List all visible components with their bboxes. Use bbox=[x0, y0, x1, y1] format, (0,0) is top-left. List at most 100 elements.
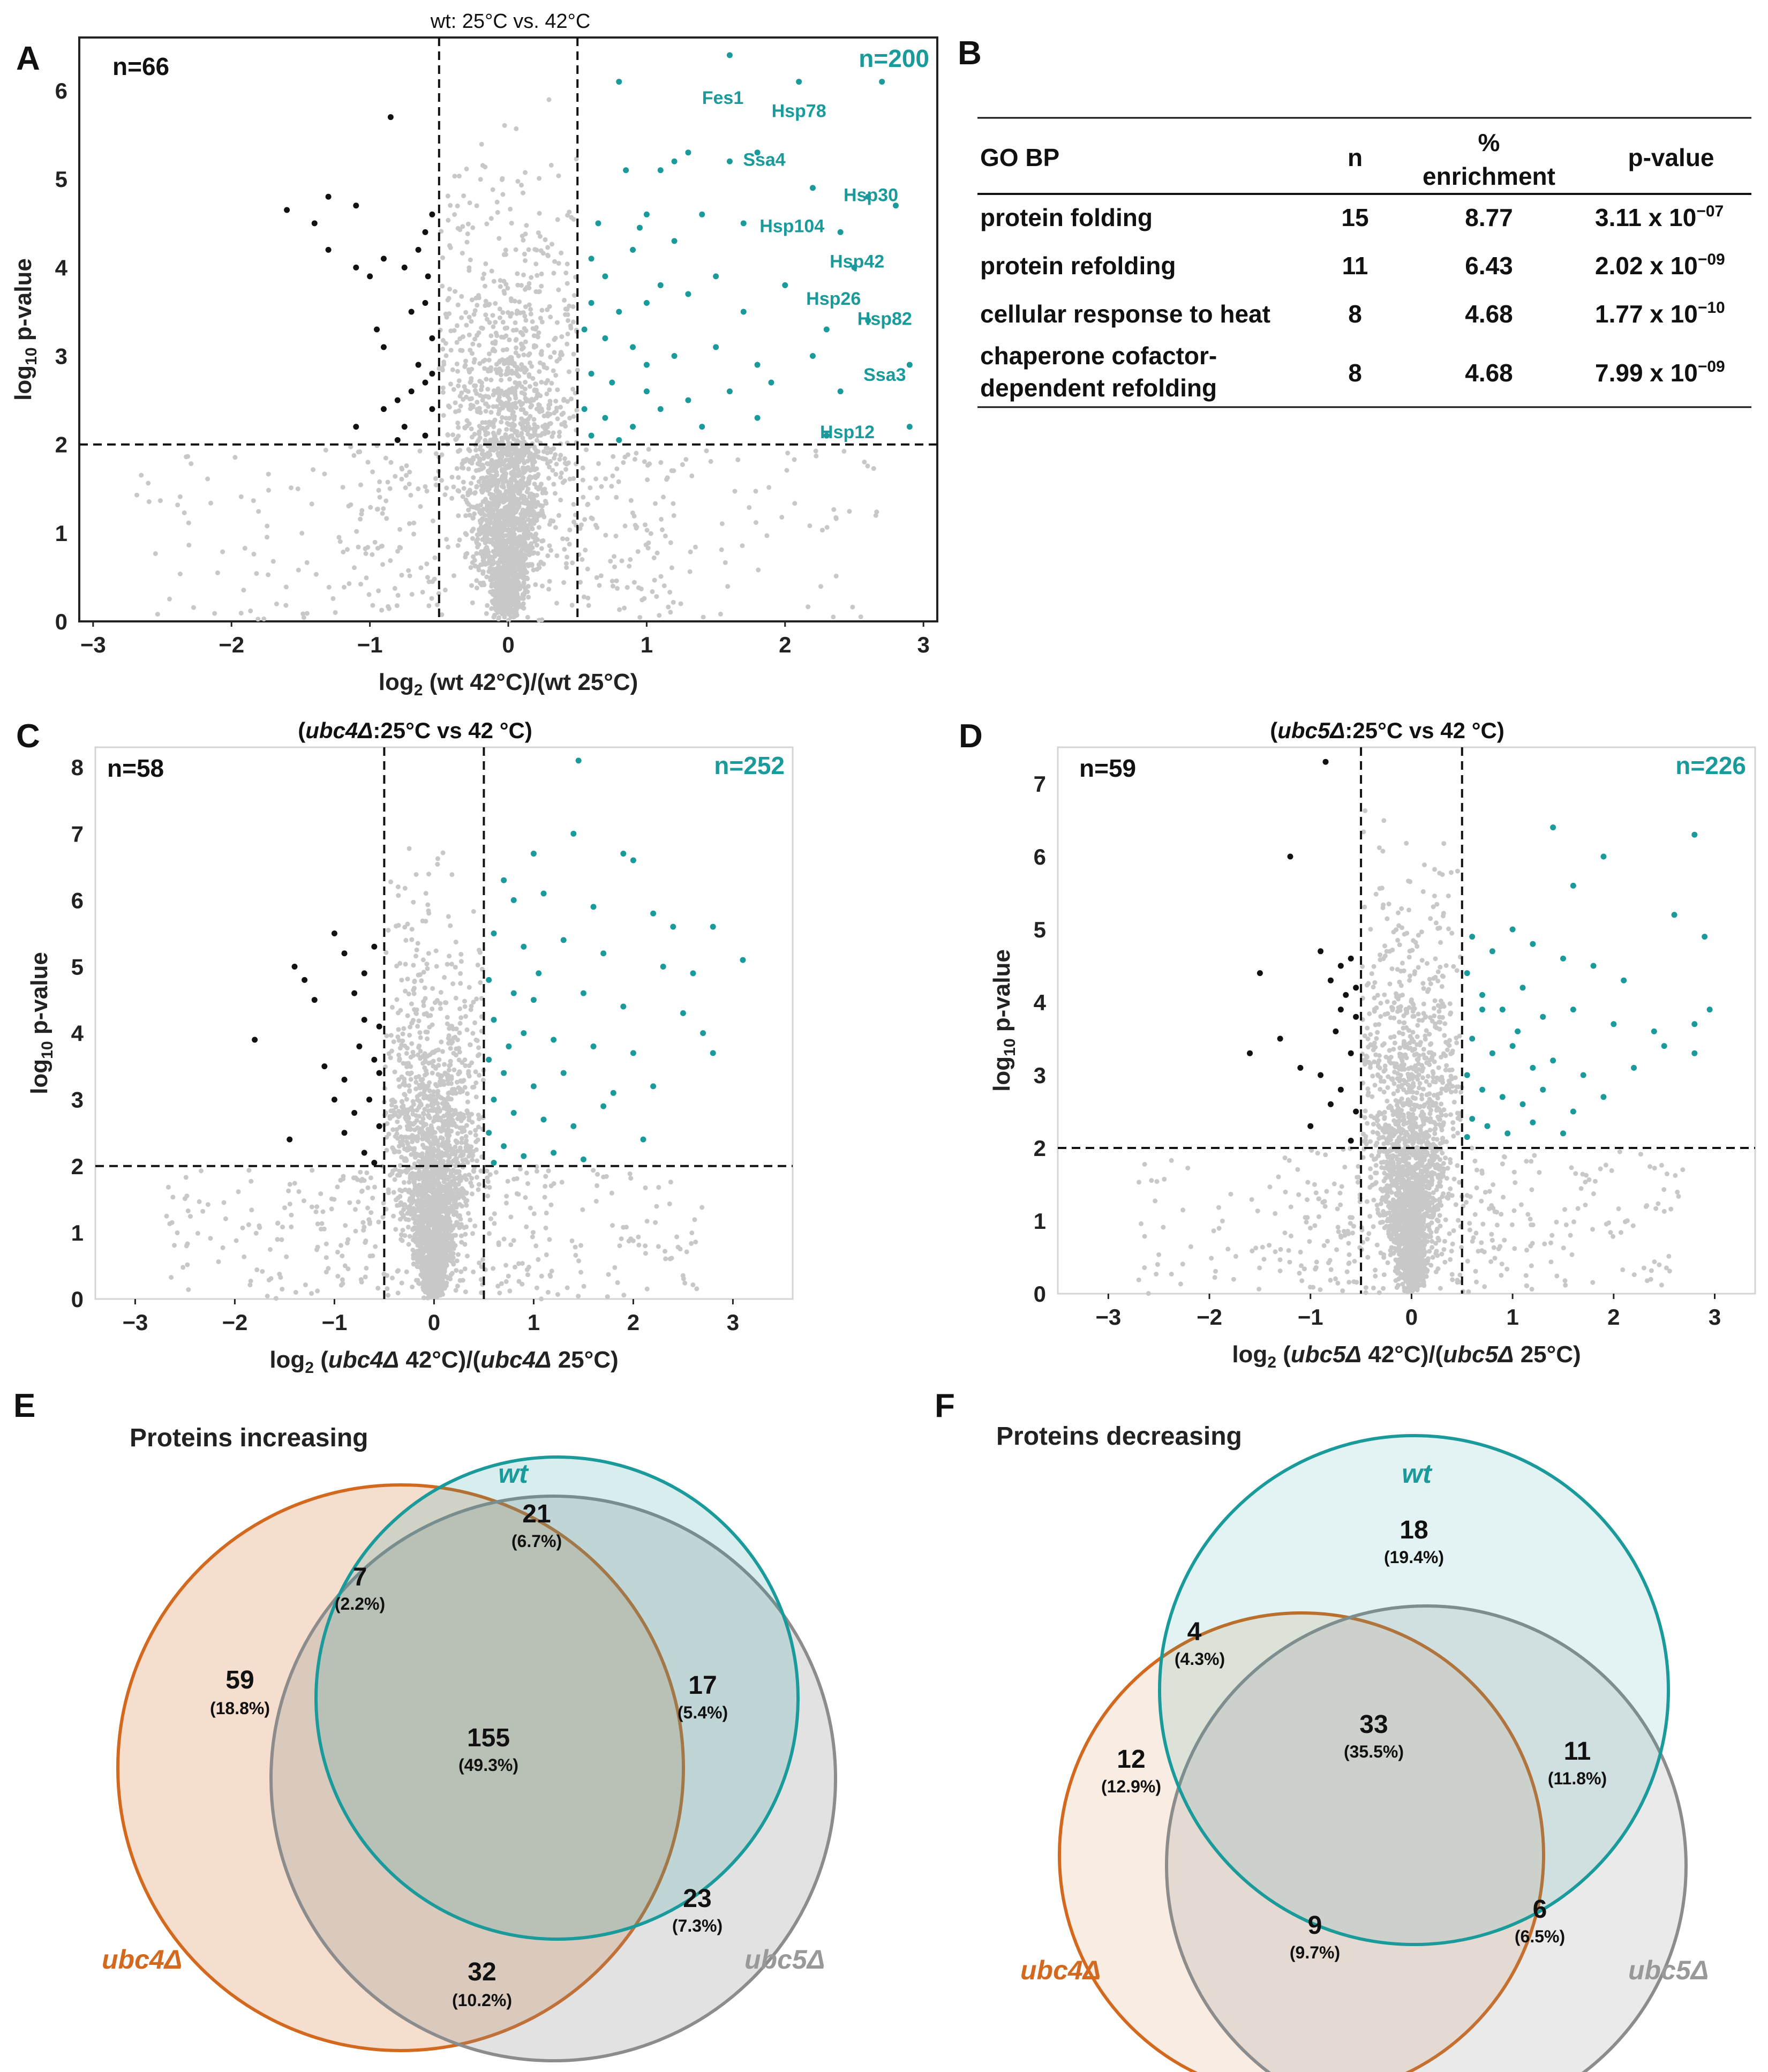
data-point-grey bbox=[514, 405, 519, 410]
data-point-grey bbox=[177, 494, 183, 499]
data-point-grey bbox=[523, 318, 529, 323]
data-point-grey bbox=[598, 573, 604, 579]
data-point-grey bbox=[475, 963, 480, 967]
data-point-grey bbox=[499, 378, 504, 382]
data-point-grey bbox=[559, 422, 565, 427]
data-point-grey bbox=[522, 540, 528, 545]
data-point-grey bbox=[548, 162, 554, 168]
data-point-grey bbox=[274, 602, 279, 606]
data-point-grey bbox=[528, 311, 533, 317]
data-point-grey bbox=[365, 1185, 371, 1190]
data-point-grey bbox=[571, 502, 576, 507]
data-point-grey bbox=[440, 1292, 445, 1297]
data-point-grey bbox=[533, 289, 539, 294]
data-point-grey bbox=[379, 607, 385, 613]
data-point-grey bbox=[435, 856, 440, 861]
data-point-grey bbox=[517, 555, 523, 560]
data-point-grey bbox=[667, 590, 673, 595]
data-point-grey bbox=[498, 278, 503, 283]
data-point-grey bbox=[467, 985, 472, 990]
data-point-grey bbox=[418, 504, 423, 509]
data-point-grey bbox=[363, 551, 368, 556]
data-point-grey bbox=[534, 247, 539, 253]
data-point-grey bbox=[402, 1202, 407, 1207]
data-point-grey bbox=[411, 520, 417, 525]
data-point-grey bbox=[434, 964, 439, 969]
data-point-grey bbox=[473, 1094, 479, 1100]
data-point-grey bbox=[462, 1004, 468, 1009]
data-point-up bbox=[754, 362, 761, 368]
data-point-grey bbox=[427, 1052, 433, 1057]
data-point-grey bbox=[522, 392, 527, 397]
data-point-grey bbox=[330, 596, 336, 601]
data-point-grey bbox=[425, 1036, 430, 1041]
data-point-grey bbox=[474, 203, 479, 208]
data-point-grey bbox=[423, 1265, 428, 1270]
data-point-grey bbox=[512, 607, 517, 612]
data-point-grey bbox=[495, 574, 500, 579]
data-point-grey bbox=[304, 560, 310, 565]
data-point-up bbox=[630, 424, 636, 430]
data-point-grey bbox=[417, 1030, 423, 1035]
data-point-grey bbox=[507, 377, 512, 382]
data-point-grey bbox=[555, 217, 560, 222]
data-point-up bbox=[823, 326, 830, 333]
data-point-grey bbox=[464, 1224, 469, 1229]
data-point-grey bbox=[438, 1220, 442, 1225]
data-point-grey bbox=[526, 551, 531, 556]
data-point-grey bbox=[491, 1266, 496, 1271]
data-point-grey bbox=[539, 380, 544, 385]
data-point-grey bbox=[807, 523, 812, 528]
data-point-grey bbox=[435, 1088, 441, 1094]
data-point-grey bbox=[563, 467, 568, 472]
data-point-grey bbox=[379, 543, 385, 549]
data-point-grey bbox=[493, 534, 499, 539]
data-point-grey bbox=[515, 433, 520, 438]
data-point-grey bbox=[476, 1113, 481, 1117]
data-point-grey bbox=[421, 1212, 426, 1218]
data-point-grey bbox=[356, 449, 361, 455]
data-point-down bbox=[425, 273, 431, 280]
data-point-grey bbox=[504, 427, 509, 432]
data-point-grey bbox=[515, 365, 520, 370]
data-point-grey bbox=[473, 505, 479, 511]
data-point-grey bbox=[399, 1169, 404, 1174]
data-point-grey bbox=[522, 546, 527, 551]
data-point-grey bbox=[482, 272, 487, 276]
data-point-up bbox=[616, 437, 622, 443]
data-point-grey bbox=[435, 1160, 440, 1166]
data-point-grey bbox=[514, 345, 519, 350]
data-point-grey bbox=[556, 261, 561, 266]
data-point-grey bbox=[457, 537, 462, 543]
data-point-grey bbox=[541, 365, 547, 370]
data-point-grey bbox=[488, 377, 494, 382]
data-point-grey bbox=[565, 213, 570, 218]
data-point-grey bbox=[457, 1006, 462, 1011]
data-point-grey bbox=[590, 516, 595, 521]
data-point-grey bbox=[651, 555, 657, 560]
data-point-grey bbox=[635, 549, 641, 554]
data-point-grey bbox=[439, 1277, 444, 1282]
data-point-grey bbox=[483, 357, 487, 363]
data-point-grey bbox=[492, 432, 497, 438]
data-point-grey bbox=[558, 475, 563, 480]
data-point-grey bbox=[404, 1097, 409, 1102]
data-point-grey bbox=[654, 594, 659, 599]
data-point-grey bbox=[528, 404, 533, 410]
data-point-grey bbox=[612, 554, 616, 559]
data-point-grey bbox=[425, 1235, 430, 1240]
data-point-grey bbox=[645, 477, 650, 483]
data-point-grey bbox=[390, 1275, 395, 1281]
data-point-down bbox=[408, 388, 415, 395]
data-point-grey bbox=[467, 200, 472, 206]
data-point-grey bbox=[474, 578, 479, 583]
data-point-grey bbox=[546, 476, 551, 481]
data-point-grey bbox=[408, 1127, 413, 1132]
data-point-grey bbox=[562, 456, 567, 461]
data-point-grey bbox=[458, 1222, 464, 1227]
data-point-grey bbox=[531, 492, 536, 498]
data-point-grey bbox=[412, 1007, 417, 1012]
data-point-grey bbox=[539, 349, 544, 354]
data-point-grey bbox=[453, 400, 458, 406]
data-point-grey bbox=[503, 1279, 509, 1284]
